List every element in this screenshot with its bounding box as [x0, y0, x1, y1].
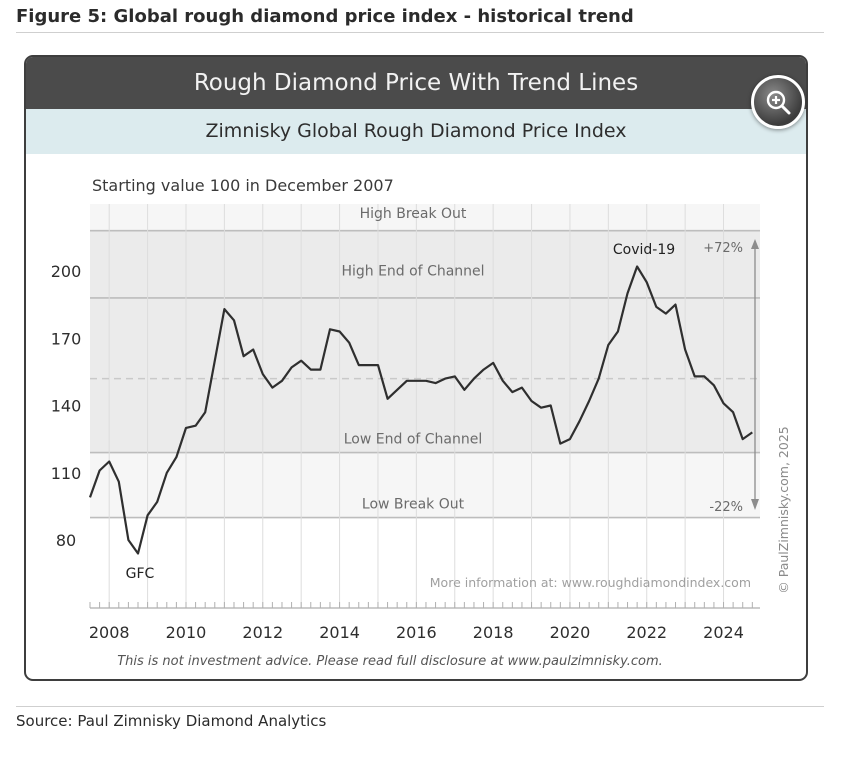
- more-info-note: More information at: www.roughdiamondind…: [430, 575, 751, 590]
- y-tick-140: 140: [51, 397, 82, 416]
- y-tick-80: 80: [56, 531, 76, 550]
- x-tick-2020: 2020: [550, 623, 591, 642]
- y-tick-170: 170: [51, 329, 82, 348]
- copyright-note: © PaulZimnisky.com, 2025: [776, 426, 791, 593]
- zoom-in-icon: [766, 90, 791, 115]
- y-tick-200: 200: [51, 262, 82, 281]
- chart-labels: High Break Out High End of Channel Low End…: [51, 176, 791, 669]
- disclaimer-note: This is not investment advice. Please re…: [117, 654, 663, 669]
- x-tick-2014: 2014: [319, 623, 360, 642]
- chart-subtitle: Starting value 100 in December 2007: [92, 176, 394, 195]
- x-tick-2024: 2024: [703, 623, 744, 642]
- band-label-2: High End of Channel: [341, 263, 484, 279]
- band-1: [90, 204, 760, 231]
- y-tick-110: 110: [51, 464, 82, 483]
- down-percent-label: -22%: [709, 500, 743, 515]
- vertical-grid: [90, 204, 760, 609]
- range-arrow-down-head: [751, 499, 759, 510]
- top-divider: [16, 32, 824, 33]
- x-tick-2010: 2010: [166, 623, 207, 642]
- x-tick-2008: 2008: [89, 623, 130, 642]
- gfc-label: GFC: [126, 566, 155, 582]
- range-arrow-up-head: [751, 239, 759, 249]
- x-tick-2016: 2016: [396, 623, 437, 642]
- band-4: [90, 452, 760, 518]
- covid-label: Covid-19: [613, 242, 675, 258]
- band-label-4: Low Break Out: [362, 497, 465, 513]
- band-3: [90, 297, 760, 453]
- x-tick-2022: 2022: [626, 623, 667, 642]
- up-percent-label: +72%: [703, 241, 743, 256]
- x-tick-2018: 2018: [473, 623, 514, 642]
- band-label-3: Low End of Channel: [344, 432, 483, 448]
- card-header: Rough Diamond Price With Trend Lines: [26, 57, 806, 109]
- bottom-divider: [16, 706, 824, 707]
- minor-ticks: [89, 602, 753, 608]
- card-subheader: Zimnisky Global Rough Diamond Price Inde…: [26, 109, 806, 154]
- x-tick-2012: 2012: [242, 623, 283, 642]
- index-series-line: [88, 265, 753, 555]
- index-line: [88, 265, 753, 555]
- band-label-1: High Break Out: [360, 206, 467, 222]
- figure-title: Figure 5: Global rough diamond price ind…: [16, 6, 634, 27]
- source-note: Source: Paul Zimnisky Diamond Analytics: [16, 712, 327, 730]
- zoom-in-button[interactable]: [751, 75, 805, 129]
